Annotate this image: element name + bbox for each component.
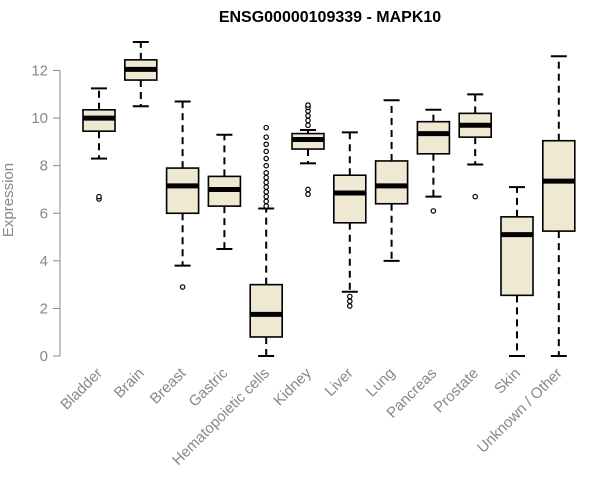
outlier-point (305, 186, 311, 193)
outlier-point (346, 298, 353, 305)
x-tick-label: Prostate (430, 365, 482, 417)
outlier-point (263, 193, 270, 200)
box-skin (500, 186, 534, 357)
iqr-box (249, 283, 283, 338)
outlier-point (430, 208, 437, 214)
outlier-point (305, 112, 311, 119)
outlier-point (472, 193, 479, 200)
x-tick-label: Skin (491, 365, 524, 398)
chart-title: ENSG00000109339 - MAPK10 (219, 9, 441, 26)
y-tick-label: 8 (40, 158, 48, 175)
outlier-point (263, 184, 270, 190)
y-tick-label: 0 (40, 348, 48, 365)
iqr-box (165, 167, 200, 215)
x-tick-label: Liver (322, 365, 357, 400)
y-axis: 0 2 4 6 8 10 12 (31, 63, 61, 365)
x-tick-label: Breast (147, 364, 190, 407)
y-tick-label: 10 (31, 110, 48, 127)
y-axis-label: Expression (0, 163, 17, 237)
box-prostate (458, 93, 493, 200)
outlier-point (263, 170, 270, 176)
outlier-point (305, 117, 311, 124)
box-gastric (207, 133, 242, 250)
outlier-point (96, 193, 102, 200)
box-lung (374, 99, 409, 262)
box-hematopoietic-cells (249, 124, 283, 357)
outlier-point (263, 124, 270, 131)
outlier-point (263, 141, 270, 148)
outlier-point (263, 198, 270, 205)
x-tick-label: Bladder (57, 365, 106, 414)
y-tick-label: 4 (40, 253, 48, 270)
x-tick-label: Lung (363, 365, 399, 401)
box-series (82, 41, 576, 357)
iqr-box (416, 120, 451, 155)
outlier-point (263, 162, 270, 169)
outlier-point (263, 174, 270, 181)
outlier-point (346, 293, 353, 300)
box-brain (124, 41, 158, 108)
outlier-point (263, 134, 270, 140)
outlier-point (263, 155, 270, 162)
box-bladder (82, 87, 116, 202)
outlier-point (179, 284, 186, 290)
outlier-point (305, 191, 311, 198)
y-tick-label: 6 (40, 205, 48, 222)
x-tick-label: Brain (111, 365, 148, 402)
box-kidney (291, 102, 325, 198)
outlier-point (305, 122, 311, 129)
outlier-point (263, 189, 270, 195)
iqr-box (541, 139, 576, 232)
outlier-point (346, 303, 353, 309)
iqr-box (500, 216, 534, 297)
box-unknown-other (541, 55, 576, 357)
iqr-box (374, 160, 409, 205)
box-pancreas (416, 108, 451, 214)
outlier-point (263, 179, 270, 186)
x-tick-label: Kidney (270, 364, 315, 409)
outlier-point (263, 148, 270, 155)
y-tick-label: 12 (31, 63, 48, 80)
y-tick-label: 2 (40, 300, 48, 317)
box-liver (332, 131, 367, 309)
outlier-point (305, 102, 311, 108)
iqr-box (332, 174, 367, 224)
box-breast (165, 100, 200, 290)
outlier-point (263, 203, 270, 209)
